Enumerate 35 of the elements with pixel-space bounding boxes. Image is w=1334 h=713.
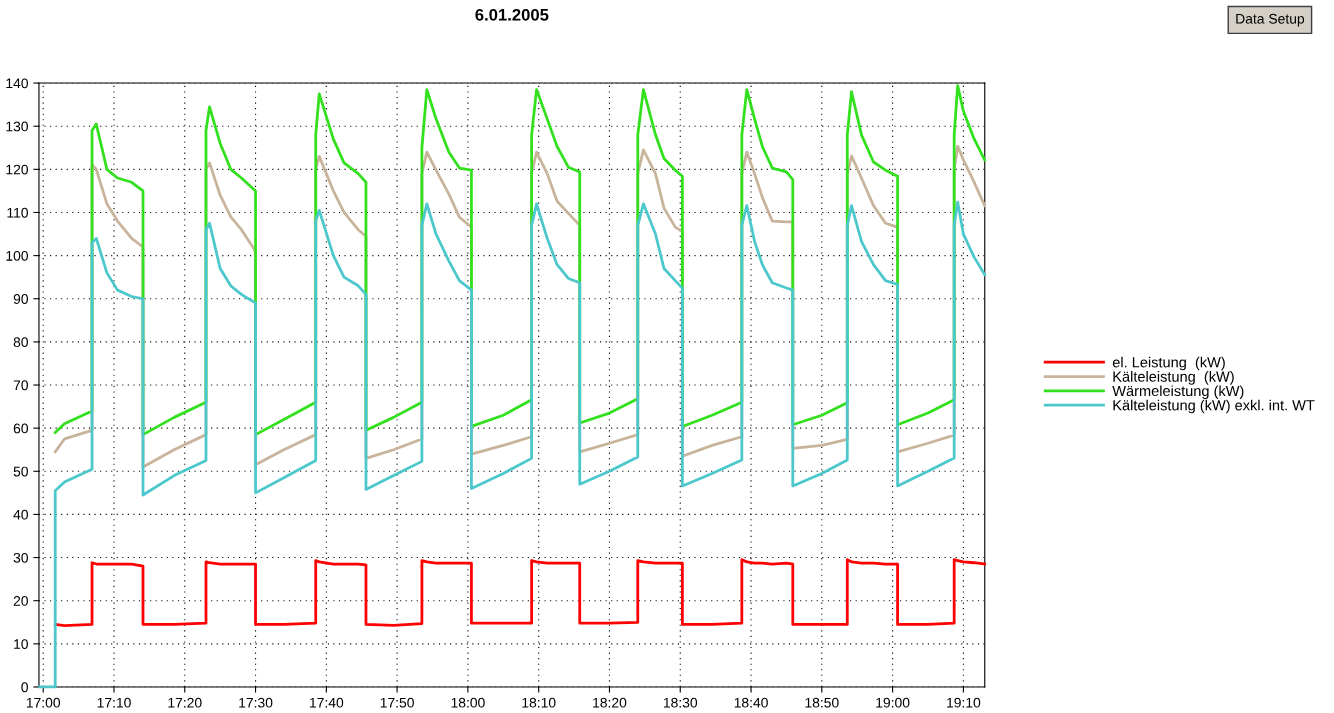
y-tick-label: 130 <box>6 121 28 132</box>
x-tick-label: 19:10 <box>947 697 981 708</box>
legend-label: Kälteleistung (kW) <box>1113 371 1234 385</box>
text: Data Setup <box>1236 13 1305 27</box>
y-tick-label: 120 <box>6 164 28 175</box>
y-tick-label: 50 <box>13 466 28 477</box>
legend-label: el. Leistung (kW) <box>1112 356 1225 371</box>
y-tick-label: 10 <box>14 639 28 650</box>
x-tick-label: 18:30 <box>663 697 698 708</box>
x-tick-label: 18:00 <box>451 697 485 708</box>
y-tick-label: 70 <box>13 380 28 391</box>
y-tick-label: 0 <box>21 682 28 693</box>
x-tick-label: 17:50 <box>380 697 414 708</box>
x-tick-label: 18:20 <box>593 697 627 708</box>
x-tick-label: 17:20 <box>168 697 202 708</box>
y-tick-label: 90 <box>13 294 28 304</box>
x-tick-label: 19:00 <box>876 697 910 708</box>
x-tick-label: 18:10 <box>522 697 556 708</box>
x-tick-label: 17:00 <box>26 697 61 708</box>
y-tick-label: 80 <box>13 337 28 348</box>
legend-label: Kälteleistung (kW) exkl. int. WT <box>1113 399 1315 414</box>
x-tick-label: 18:40 <box>734 697 768 708</box>
y-tick-label: 30 <box>13 552 28 563</box>
y-tick-label: 100 <box>6 250 28 261</box>
x-tick-label: 18:50 <box>805 697 839 708</box>
y-tick-label: 140 <box>6 78 28 89</box>
legend-label: Wärmeleistung (kW) <box>1112 385 1244 399</box>
x-tick-label: 17:10 <box>97 697 131 708</box>
chart-title: 6.01.2005 <box>475 8 549 21</box>
x-tick-label: 17:40 <box>310 697 344 708</box>
y-tick-label: 40 <box>13 509 28 520</box>
y-tick-label: 60 <box>13 423 28 434</box>
y-tick-label: 110 <box>7 207 28 218</box>
y-tick-label: 20 <box>13 596 28 606</box>
x-tick-label: 17:30 <box>239 697 273 708</box>
